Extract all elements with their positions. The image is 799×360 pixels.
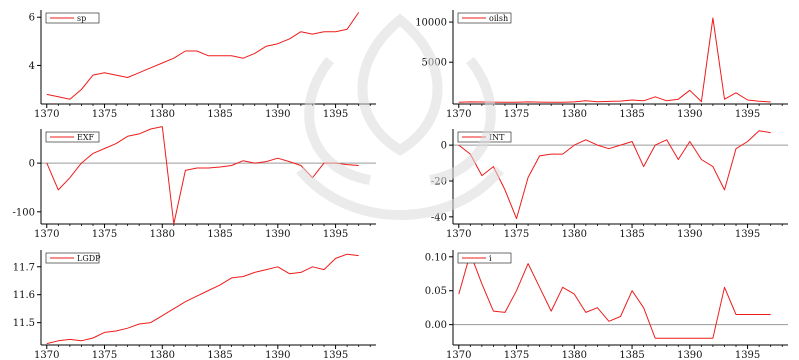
x-tick-label: 1370 (446, 109, 471, 120)
x-tick-label: 1395 (735, 109, 760, 120)
x-tick-label: 1385 (207, 350, 232, 360)
x-tick-label: 1385 (207, 229, 232, 240)
x-tick-label: 1375 (92, 109, 117, 120)
x-tick-label: 1380 (562, 109, 587, 120)
y-tick-label: 11.7 (13, 262, 35, 273)
legend-label: oilsh (489, 14, 508, 23)
x-tick-label: 1370 (34, 350, 59, 360)
y-tick-label: 5000 (422, 58, 447, 69)
series-line-lgdp (46, 253, 359, 345)
legend-label: i (489, 254, 492, 263)
x-tick-label: 1380 (562, 350, 587, 360)
x-tick-label: 1390 (677, 229, 702, 240)
y-tick-label: 0 (29, 159, 35, 170)
panel-int: 1370 1375 1380 1385 1390 1395 -40 -20 0 INT (431, 129, 788, 240)
x-tick-label: 1370 (446, 229, 471, 240)
y-tick-label: 11.5 (13, 318, 35, 329)
x-tick-label: 1375 (504, 350, 529, 360)
x-tick-label: 1395 (323, 229, 348, 240)
series-line-oilsh (458, 17, 771, 103)
panel-lgdp: 1370 1375 1380 1385 1390 1395 11.5 11.6 11.7 LGDP (13, 250, 376, 360)
x-tick-label: 1395 (323, 109, 348, 120)
y-tick-label: 0.10 (425, 252, 447, 263)
x-tick-label: 1375 (92, 350, 117, 360)
x-tick-label: 1390 (265, 229, 290, 240)
legend-label: INT (489, 133, 505, 142)
x-tick-label: 1375 (92, 229, 117, 240)
y-tick-label: 4 (29, 61, 35, 72)
x-tick-label: 1395 (735, 229, 760, 240)
x-tick-label: 1395 (323, 350, 348, 360)
panel-exf: 1370 1375 1380 1385 1390 1395 -100 0 EXF (13, 126, 376, 240)
panel-sp: 1370 1375 1380 1385 1390 1395 4 6 sp (29, 10, 376, 120)
x-tick-label: 1375 (504, 109, 529, 120)
x-tick-label: 1380 (150, 350, 175, 360)
x-tick-label: 1385 (619, 229, 644, 240)
x-tick-label: 1380 (150, 229, 175, 240)
y-tick-label: 11.6 (13, 290, 35, 301)
x-tick-label: 1385 (207, 109, 232, 120)
y-tick-label: 0 (441, 141, 447, 152)
x-tick-label: 1370 (34, 229, 59, 240)
panel-oilsh: 1370 1375 1380 1385 1390 1395 5000 10000 oilsh (415, 10, 788, 120)
y-tick-label: -20 (431, 176, 447, 187)
x-tick-label: 1370 (34, 109, 59, 120)
x-tick-label: 1385 (619, 350, 644, 360)
y-tick-label: 0.00 (425, 320, 447, 331)
series-line-sp (46, 12, 360, 100)
y-tick-label: -100 (13, 207, 35, 218)
y-tick-label: 10000 (415, 18, 447, 29)
series-line-int (458, 130, 771, 220)
x-tick-label: 1390 (677, 350, 702, 360)
x-tick-label: 1375 (504, 229, 529, 240)
series-line-i (458, 252, 771, 339)
x-tick-label: 1385 (619, 109, 644, 120)
x-tick-label: 1370 (446, 350, 471, 360)
panel-i: 1370 1375 1380 1385 1390 1395 0.00 0.05 0.10 i (425, 250, 788, 360)
x-tick-label: 1380 (150, 109, 175, 120)
y-tick-label: -40 (431, 212, 447, 223)
x-tick-label: 1390 (265, 109, 290, 120)
legend-label: LGDP (77, 254, 101, 263)
legend-label: sp (77, 14, 86, 23)
y-tick-label: 6 (29, 13, 35, 24)
y-tick-label: 0.05 (425, 286, 447, 297)
x-tick-label: 1380 (562, 229, 587, 240)
x-tick-label: 1395 (735, 350, 760, 360)
x-tick-label: 1390 (265, 350, 290, 360)
legend-label: EXF (77, 133, 95, 142)
x-tick-label: 1390 (677, 109, 702, 120)
